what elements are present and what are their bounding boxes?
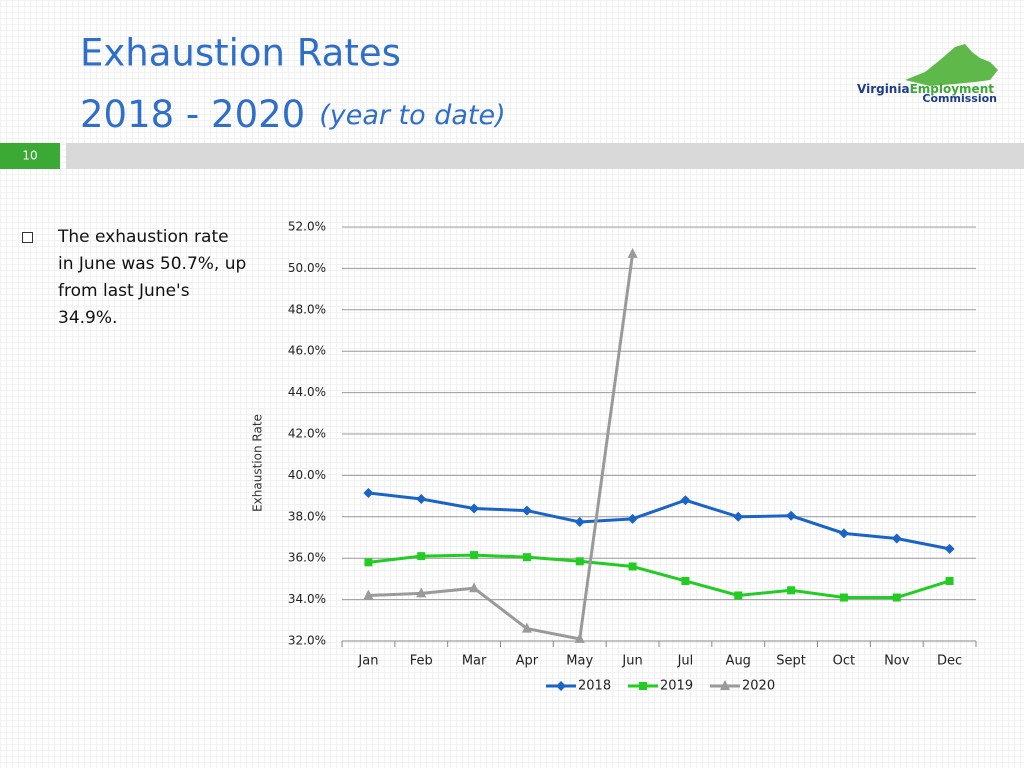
slide-number-box — [0, 143, 60, 169]
series-line — [368, 491, 950, 551]
marker — [720, 680, 730, 690]
marker — [416, 587, 427, 598]
logo-virginia: Virginia — [857, 82, 910, 96]
slide-number: 10 — [22, 149, 37, 163]
y-axis-label: Exhaustion Rate — [251, 414, 265, 512]
y-tick-label: 42.0% — [288, 427, 326, 441]
legend-label: 2020 — [742, 679, 775, 694]
marker — [417, 552, 426, 561]
marker — [733, 511, 744, 522]
subtitle-note: (year to date) — [319, 100, 505, 131]
x-tick-label: Feb — [410, 654, 433, 669]
marker — [363, 589, 374, 600]
marker — [521, 505, 532, 516]
marker — [680, 495, 691, 506]
marker — [734, 591, 743, 600]
series-line — [368, 553, 951, 600]
marker — [469, 582, 480, 593]
header-bar — [66, 143, 1024, 169]
marker — [945, 576, 954, 585]
marker — [681, 576, 690, 585]
y-tick-label: 50.0% — [288, 261, 326, 275]
logo-text: VirginiaEmployment — [857, 82, 994, 96]
y-tick-label: 34.0% — [288, 592, 326, 606]
marker — [839, 593, 848, 602]
marker — [521, 622, 532, 633]
marker — [522, 553, 531, 562]
subtitle-years: 2018 - 2020 — [80, 93, 305, 136]
x-tick-label: Jun — [621, 654, 642, 669]
marker — [627, 247, 638, 258]
x-tick-label: Dec — [937, 654, 962, 669]
marker — [556, 681, 566, 691]
marker — [574, 516, 585, 527]
marker — [628, 562, 637, 571]
marker — [363, 487, 374, 498]
x-tick-label: Jan — [357, 654, 378, 669]
marker — [470, 551, 479, 560]
y-tick-label: 52.0% — [288, 220, 326, 234]
x-tick-label: Mar — [462, 654, 487, 669]
x-tick-label: Sept — [776, 654, 806, 669]
legend-label: 2019 — [660, 679, 693, 694]
marker — [838, 528, 849, 539]
marker — [891, 533, 902, 544]
x-tick-label: May — [566, 654, 593, 669]
x-tick-label: Nov — [884, 654, 910, 669]
bullet-text: The exhaustion rate in June was 50.7%, u… — [58, 227, 247, 328]
title: Exhaustion Rates — [80, 32, 401, 75]
subtitle: 2018 - 2020 (year to date) — [80, 93, 506, 136]
legend-label: 2018 — [578, 679, 611, 694]
x-tick-label: Jul — [677, 654, 694, 669]
marker — [469, 503, 480, 514]
series-line — [368, 253, 635, 641]
marker — [416, 493, 427, 504]
marker — [786, 510, 797, 521]
marker — [575, 557, 584, 566]
marker — [787, 586, 796, 595]
y-tick-label: 32.0% — [288, 634, 326, 648]
logo-employment: Employment — [910, 82, 995, 96]
y-tick-label: 46.0% — [288, 344, 326, 358]
x-tick-label: Apr — [516, 654, 539, 669]
logo-commission: Commission — [922, 92, 997, 105]
marker — [944, 543, 955, 554]
y-tick-label: 38.0% — [288, 509, 326, 523]
marker — [639, 682, 647, 690]
y-tick-label: 40.0% — [288, 468, 326, 482]
y-tick-label: 48.0% — [288, 302, 326, 316]
x-tick-label: Oct — [833, 654, 855, 669]
marker — [892, 593, 901, 602]
marker — [574, 632, 585, 643]
marker — [627, 513, 638, 524]
x-tick-label: Aug — [726, 654, 751, 669]
bullet-marker — [22, 232, 33, 243]
logo-shape — [905, 44, 998, 86]
marker — [364, 558, 373, 567]
chart: 32.0% 34.0% 36.0% 38.0% 40.0% 42.0% 44.0% 46.0%… — [288, 220, 977, 694]
y-tick-label: 44.0% — [288, 385, 326, 399]
y-tick-label: 36.0% — [288, 551, 326, 565]
